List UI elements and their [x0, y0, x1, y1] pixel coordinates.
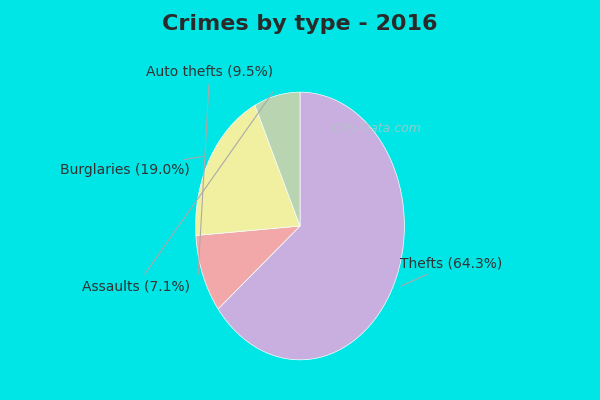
Text: Assaults (7.1%): Assaults (7.1%): [82, 92, 274, 293]
Text: Thefts (64.3%): Thefts (64.3%): [400, 256, 503, 286]
Wedge shape: [255, 92, 300, 226]
Wedge shape: [196, 226, 300, 309]
Text: Auto thefts (9.5%): Auto thefts (9.5%): [146, 65, 273, 274]
Text: Crimes by type - 2016: Crimes by type - 2016: [162, 14, 438, 34]
Wedge shape: [196, 105, 300, 236]
Wedge shape: [218, 92, 404, 360]
Text: City-Data.com: City-Data.com: [332, 122, 421, 135]
Text: Burglaries (19.0%): Burglaries (19.0%): [61, 156, 202, 177]
